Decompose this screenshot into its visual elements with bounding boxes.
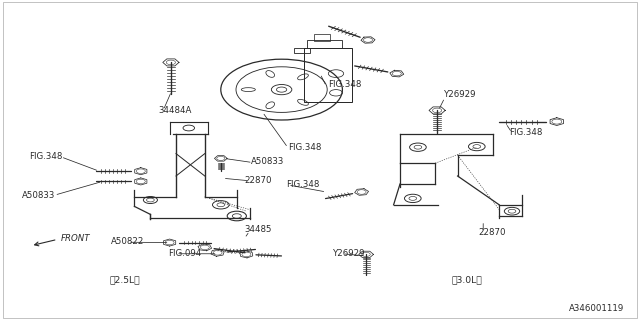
Text: FIG.348: FIG.348 (509, 128, 542, 137)
Text: A50833: A50833 (22, 191, 56, 200)
Text: FIG.348: FIG.348 (286, 180, 319, 189)
Text: FIG.094: FIG.094 (168, 249, 201, 258)
Text: Y26929: Y26929 (444, 90, 476, 99)
Text: FIG.348: FIG.348 (328, 80, 362, 89)
Text: FIG.348: FIG.348 (288, 143, 321, 152)
Text: 〨2.5L〩: 〨2.5L〩 (109, 275, 140, 284)
Text: 34485: 34485 (244, 225, 272, 234)
Text: 22870: 22870 (244, 176, 272, 185)
Bar (314, 34, 330, 41)
Text: FIG.348: FIG.348 (29, 152, 62, 161)
Text: 34484A: 34484A (158, 106, 191, 115)
Text: 〨3.0L〩: 〨3.0L〩 (452, 275, 483, 284)
Text: A346001119: A346001119 (569, 304, 624, 313)
Bar (307, 40, 342, 48)
Text: Y26929: Y26929 (333, 249, 365, 258)
Text: A50833: A50833 (251, 157, 284, 166)
Text: 22870: 22870 (479, 228, 506, 237)
Text: FRONT: FRONT (61, 234, 90, 243)
Text: A50822: A50822 (111, 237, 144, 246)
